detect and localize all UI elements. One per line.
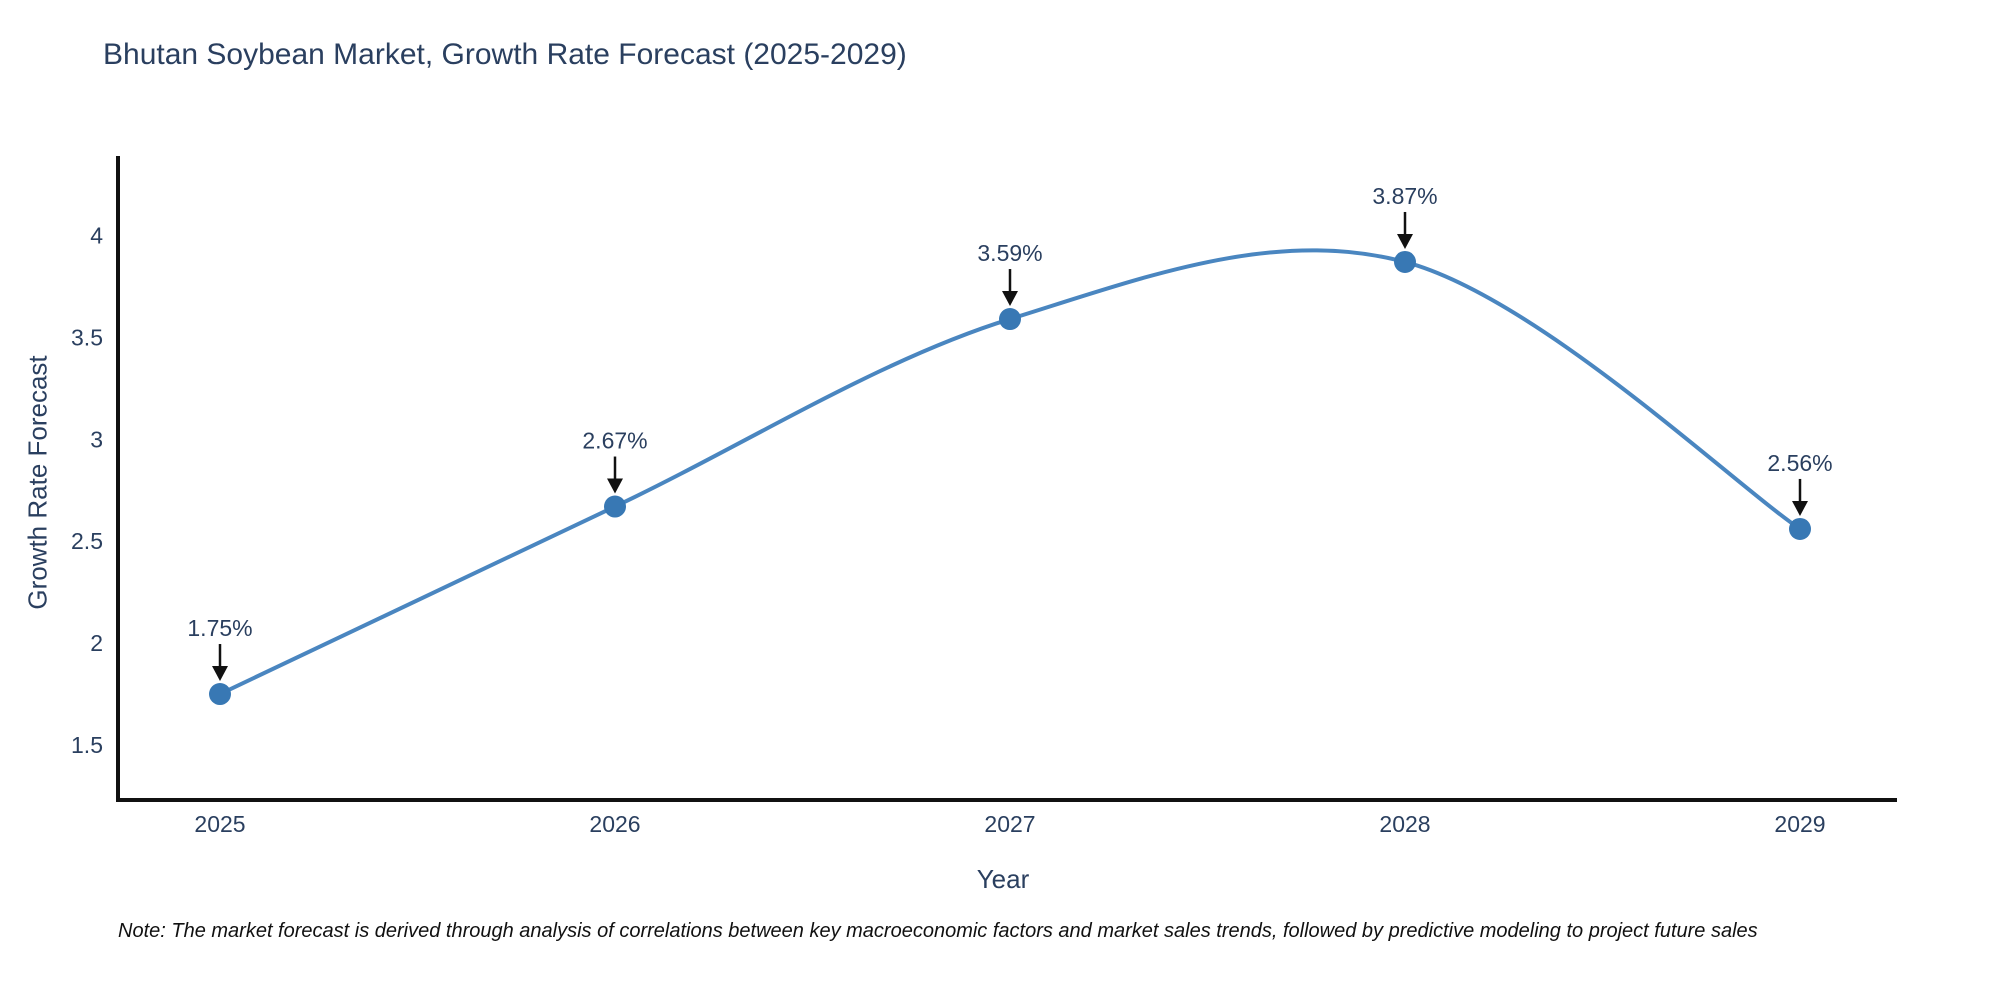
annotation-arrowhead-icon [1792, 500, 1808, 516]
x-tick-label: 2026 [589, 811, 640, 837]
data-point-marker [209, 683, 231, 706]
x-tick-label: 2028 [1379, 811, 1430, 837]
point-value-label: 2.56% [1767, 450, 1832, 476]
x-tick-label: 2029 [1774, 811, 1825, 837]
point-value-label: 2.67% [582, 428, 647, 454]
point-value-label: 1.75% [187, 615, 252, 641]
data-point-marker [999, 308, 1021, 331]
y-axis-title: Growth Rate Forecast [22, 355, 53, 610]
annotation-arrowhead-icon [1397, 233, 1413, 249]
data-point-marker [604, 495, 626, 518]
y-tick-label: 2.5 [71, 528, 103, 554]
y-tick-label: 4 [90, 222, 103, 248]
y-tick-label: 3 [90, 426, 103, 452]
y-tick-label: 2 [90, 630, 103, 656]
point-value-label: 3.87% [1372, 183, 1437, 209]
data-point-marker [1394, 250, 1416, 273]
chart-title: Bhutan Soybean Market, Growth Rate Forec… [103, 38, 907, 71]
data-point-marker [1789, 517, 1811, 540]
annotation-arrowhead-icon [212, 666, 228, 682]
annotation-arrowhead-icon [607, 478, 623, 494]
y-tick-label: 1.5 [71, 732, 103, 758]
x-tick-label: 2027 [984, 811, 1035, 837]
x-tick-label: 2025 [194, 811, 245, 837]
point-value-label: 3.59% [977, 240, 1042, 266]
annotation-arrowhead-icon [1002, 291, 1018, 307]
y-tick-label: 3.5 [71, 324, 103, 350]
chart-note: Note: The market forecast is derived thr… [118, 920, 1758, 942]
x-axis-title: Year [976, 864, 1030, 894]
